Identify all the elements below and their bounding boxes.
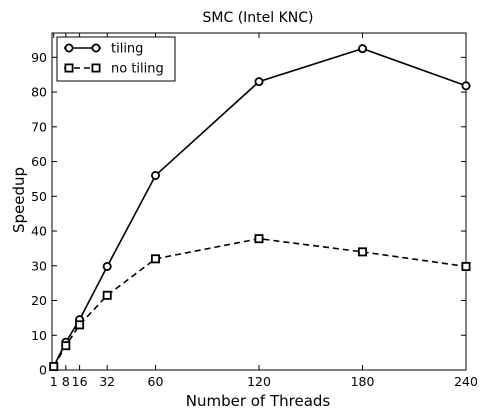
data-point-tiling	[254, 77, 264, 87]
legend-marker-tiling	[64, 43, 74, 53]
y-tick-label: 40	[31, 224, 47, 239]
legend-marker-tiling	[91, 43, 101, 53]
y-tick-label: 60	[31, 154, 47, 169]
y-tick-label: 30	[31, 258, 47, 273]
chart-title: SMC (Intel KNC)	[203, 10, 314, 26]
y-tick-label: 70	[31, 119, 47, 134]
y-tick-label: 0	[39, 363, 47, 378]
plot-area: 0 10 20 30 40 50 60 70 80 90 1 8 16 32 60 120 180 240 tili…	[31, 32, 478, 389]
data-point-no-tiling	[61, 341, 71, 351]
data-point-no-tiling	[102, 290, 112, 300]
data-point-no-tiling	[461, 261, 471, 271]
legend-marker-no-tiling	[64, 63, 74, 73]
series-line-no-tiling	[53, 237, 467, 367]
x-tick-label: 240	[454, 374, 478, 389]
legend-label-no-tiling: no tiling	[111, 62, 164, 77]
data-point-no-tiling	[150, 254, 160, 264]
data-point-tiling	[102, 261, 112, 271]
y-tick-label: 10	[31, 328, 47, 343]
legend-box	[56, 36, 176, 82]
data-point-tiling	[150, 170, 160, 180]
x-tick-label: 60	[148, 374, 164, 389]
series-line-tiling	[53, 47, 467, 367]
x-tick-label: 1	[50, 374, 58, 389]
data-point-no-tiling	[254, 234, 264, 244]
data-point-no-tiling	[357, 247, 367, 257]
legend-label-tiling: tiling	[111, 42, 143, 57]
data-point-no-tiling	[49, 362, 59, 372]
x-tick-label: 32	[99, 374, 115, 389]
y-axis-label: Speedup	[10, 167, 28, 233]
y-tick-label: 50	[31, 189, 47, 204]
data-point-no-tiling	[75, 320, 85, 330]
y-tick-label: 90	[31, 50, 47, 65]
x-tick-label: 16	[72, 374, 88, 389]
legend-marker-no-tiling	[91, 63, 101, 73]
x-tick-label: 8	[62, 374, 70, 389]
y-tick-label: 80	[31, 85, 47, 100]
data-point-tiling	[357, 44, 367, 54]
x-tick-label: 120	[247, 374, 271, 389]
x-axis-label: Number of Threads	[186, 392, 331, 410]
y-tick-label: 20	[31, 293, 47, 308]
data-point-tiling	[461, 81, 471, 91]
x-tick-label: 180	[351, 374, 375, 389]
